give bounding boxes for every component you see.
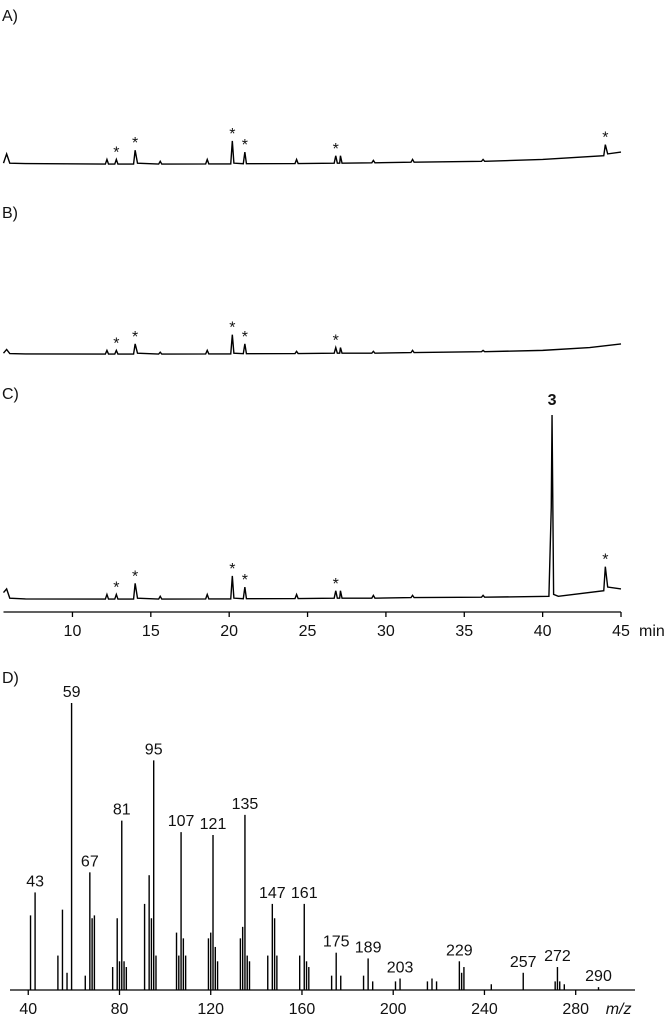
peak-label: 290 xyxy=(585,968,612,985)
x-tick-label: 120 xyxy=(197,1001,224,1018)
panel-label: B) xyxy=(2,205,18,222)
panel-label: D) xyxy=(2,670,19,687)
x-tick-label: 40 xyxy=(19,1001,37,1018)
peak-label: 121 xyxy=(200,816,227,833)
x-axis-label: min xyxy=(639,623,665,640)
peak-label: 135 xyxy=(232,796,259,813)
peak-label: 81 xyxy=(113,802,131,819)
panel-label: A) xyxy=(2,8,18,25)
x-tick-label: 20 xyxy=(220,623,238,640)
peak-label: 272 xyxy=(544,948,571,965)
peak-annotation: * xyxy=(333,576,339,593)
peak-annotation: * xyxy=(242,329,248,346)
peak-annotation: * xyxy=(132,568,138,585)
peak-annotation: * xyxy=(602,130,608,147)
peak-label: 257 xyxy=(510,954,537,971)
x-tick-label: 200 xyxy=(380,1001,407,1018)
peak-label: 107 xyxy=(168,813,195,830)
peak-label: 175 xyxy=(323,934,350,951)
peak-label: 203 xyxy=(387,960,414,977)
peak-annotation: * xyxy=(333,333,339,350)
x-tick-label: 280 xyxy=(562,1001,589,1018)
peak-label: 229 xyxy=(446,942,473,959)
x-tick-label: 10 xyxy=(64,623,82,640)
peak-label: 95 xyxy=(145,741,163,758)
x-tick-label: 80 xyxy=(111,1001,129,1018)
chromatogram-trace xyxy=(2,334,622,355)
x-tick-label: 240 xyxy=(471,1001,498,1018)
peak-label: 67 xyxy=(81,853,99,870)
peak-annotation: * xyxy=(113,579,119,596)
peak-label: 189 xyxy=(355,939,382,956)
peak-annotation: * xyxy=(113,144,119,161)
peak-annotation: * xyxy=(229,126,235,143)
peak-annotation: 3 xyxy=(548,392,557,409)
x-tick-label: 160 xyxy=(289,1001,316,1018)
x-tick-label: 15 xyxy=(142,623,160,640)
peak-label: 43 xyxy=(26,873,44,890)
peak-annotation: * xyxy=(242,572,248,589)
peak-label: 59 xyxy=(63,684,81,701)
peak-label: 161 xyxy=(291,885,318,902)
peak-annotation: * xyxy=(229,320,235,337)
peak-annotation: * xyxy=(132,135,138,152)
x-tick-label: 40 xyxy=(534,623,552,640)
chromatogram-trace xyxy=(2,414,622,600)
chromatogram-trace xyxy=(2,140,622,165)
peak-annotation: * xyxy=(113,335,119,352)
peak-annotation: * xyxy=(229,561,235,578)
x-tick-label: 35 xyxy=(455,623,473,640)
panel-label: C) xyxy=(2,386,19,403)
x-axis-label: m/z xyxy=(606,1001,632,1018)
peak-annotation: * xyxy=(242,137,248,154)
peak-annotation: * xyxy=(602,552,608,569)
x-tick-label: 25 xyxy=(299,623,317,640)
x-tick-label: 45 xyxy=(612,623,630,640)
x-tick-label: 30 xyxy=(377,623,395,640)
peak-annotation: * xyxy=(132,329,138,346)
peak-annotation: * xyxy=(333,141,339,158)
peak-label: 147 xyxy=(259,885,286,902)
